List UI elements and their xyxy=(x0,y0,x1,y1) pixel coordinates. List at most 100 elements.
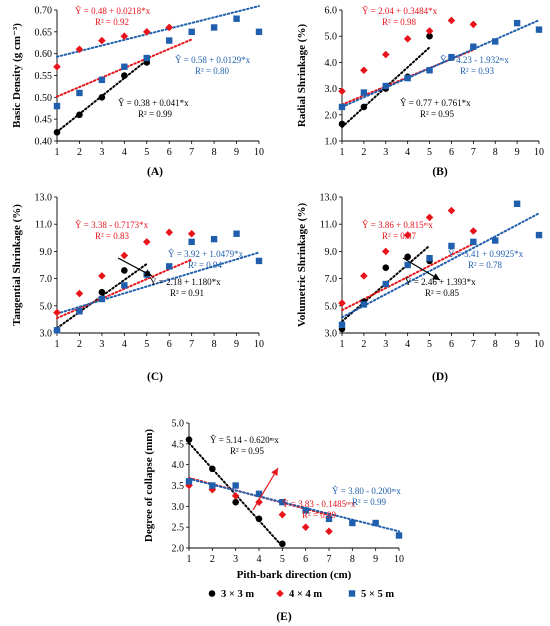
data-point-square xyxy=(188,238,195,246)
x-tick-label: 2 xyxy=(77,339,82,350)
y-tick-label: 2.0 xyxy=(325,110,338,121)
data-point-square xyxy=(325,515,333,523)
x-tick-label: 5 xyxy=(144,147,149,158)
x-tick-label: 10 xyxy=(534,339,544,350)
data-point-circle xyxy=(121,267,128,274)
data-point-square xyxy=(166,37,173,44)
x-tick-label: 6 xyxy=(449,339,454,350)
data-point-square xyxy=(188,28,195,36)
y-tick-label: 0.45 xyxy=(35,115,53,126)
y-tick-label: 11.0 xyxy=(35,220,52,231)
regression-equation: Ŷ = 0.48 + 0.0218*x xyxy=(75,6,151,16)
y-tick-label: 7.0 xyxy=(40,274,53,285)
x-tick-label: 8 xyxy=(212,147,217,158)
r-squared-label: R² = 0.98 xyxy=(382,17,417,27)
data-point-diamond xyxy=(403,35,412,43)
data-point-square xyxy=(382,82,389,90)
trend-line-s5x5 xyxy=(56,5,260,58)
series-s4x4 xyxy=(338,206,478,307)
data-point-diamond xyxy=(325,527,333,536)
data-point-diamond xyxy=(98,36,106,45)
data-point-square xyxy=(210,24,218,31)
x-tick-label: 7 xyxy=(189,147,194,158)
annotation-arrow xyxy=(252,467,279,511)
r-squared-label: R² = 0.93 xyxy=(460,66,495,76)
y-tick-label: 9.0 xyxy=(325,247,338,258)
x-tick-label: 3 xyxy=(99,339,104,350)
regression-equation: Ŷ = 3.92 + 1.0479*x xyxy=(168,249,244,259)
legend-label: 5 × 5 m xyxy=(361,589,394,600)
r-squared-label: R² = 0.83 xyxy=(95,231,130,241)
trend-line-s5x5 xyxy=(341,19,540,108)
series-s5x5 xyxy=(185,478,403,539)
data-point-diamond xyxy=(276,589,284,598)
regression-equation: Ŷ = 3.83 - 0.1485ⁿˢx xyxy=(282,499,356,509)
data-point-square xyxy=(360,89,368,96)
x-tick-label: 7 xyxy=(471,147,476,158)
data-point-square xyxy=(209,482,216,489)
chart-panel-1: 0.40 0.45 0.50 0.55 0.60 0.65 0.70 1 2 3 4 5 6 7 8 9 10 B… xyxy=(11,5,264,178)
x-tick-label: 4 xyxy=(257,554,262,565)
data-point-diamond xyxy=(120,32,129,40)
data-point-square xyxy=(302,507,309,514)
r-squared-label: R² = 0.95 xyxy=(420,109,455,119)
data-point-diamond xyxy=(301,523,310,531)
data-point-square xyxy=(492,237,499,244)
x-tick-label: 5 xyxy=(427,339,432,350)
data-point-circle xyxy=(232,498,239,506)
data-point-square xyxy=(513,200,521,207)
x-tick-label: 6 xyxy=(303,554,308,565)
chart-panel-2: 1.0 2.0 3.0 4.0 5.0 6.0 1 2 3 4 5 6 7 8 9 10 Radial Shri… xyxy=(296,6,544,179)
chart-panel-4: 3.0 5.0 7.0 9.0 11.0 13.0 1 2 3 4 5 6 7 8 9 10 Volumetri… xyxy=(296,193,544,384)
r-squared-label: R² = 0.99 xyxy=(352,497,387,507)
r-squared-label: R² = 0.78 xyxy=(468,260,503,270)
series-s3x3 xyxy=(338,253,433,333)
data-point-square xyxy=(185,478,193,485)
data-point-diamond xyxy=(469,20,478,29)
y-tick-label: 4.0 xyxy=(172,460,185,471)
data-point-square xyxy=(426,255,433,262)
data-point-square xyxy=(448,242,455,250)
panel-label: (B) xyxy=(432,166,448,178)
x-tick-label: 4 xyxy=(405,339,410,350)
y-tick-label: 2.0 xyxy=(172,544,185,555)
data-point-circle xyxy=(76,111,83,119)
data-point-square xyxy=(210,235,218,243)
data-point-circle xyxy=(338,120,346,128)
x-tick-label: 3 xyxy=(383,147,388,158)
y-tick-label: 0.50 xyxy=(35,93,53,104)
data-point-square xyxy=(492,38,499,45)
y-tick-label: 3.5 xyxy=(172,481,185,492)
x-tick-label: 3 xyxy=(99,147,104,158)
data-point-diamond xyxy=(360,272,368,280)
data-point-square xyxy=(98,295,106,303)
data-point-diamond xyxy=(338,87,346,96)
chart-panel-5: 2.0 2.5 3.0 3.5 4.0 4.5 5.0 1 2 3 4 5 6 7 8 9 10 Degree o… xyxy=(143,419,404,624)
data-point-diamond xyxy=(381,247,390,256)
y-axis-title: Volumetric Shrinkage (%) xyxy=(296,203,308,328)
data-point-square xyxy=(233,15,240,22)
r-squared-label: R² = 0.99 xyxy=(302,510,337,520)
y-tick-label: 3.0 xyxy=(325,84,338,95)
data-point-circle xyxy=(209,465,216,473)
data-point-diamond xyxy=(231,492,240,500)
data-point-circle xyxy=(360,103,368,111)
series-s5x5 xyxy=(53,15,263,110)
data-point-diamond xyxy=(142,28,151,36)
data-point-square xyxy=(404,74,411,82)
x-tick-label: 8 xyxy=(493,147,498,158)
y-tick-label: 4.0 xyxy=(325,58,338,69)
data-point-diamond xyxy=(165,23,174,32)
y-tick-label: 0.60 xyxy=(35,49,53,60)
data-point-diamond xyxy=(338,299,346,307)
data-point-diamond xyxy=(187,229,196,238)
y-tick-label: 7.0 xyxy=(325,274,338,285)
chart-panel-3: 3.0 5.0 7.0 9.0 11.0 13.0 1 2 3 4 5 6 7 8 9 10 Tangentia… xyxy=(11,193,264,384)
x-tick-label: 9 xyxy=(234,147,239,158)
x-tick-label: 2 xyxy=(361,339,366,350)
x-tick-label: 4 xyxy=(122,147,127,158)
regression-equation: Ŷ = 5.41 + 0.9925*x xyxy=(448,249,524,259)
x-tick-label: 1 xyxy=(55,339,60,350)
data-point-circle xyxy=(382,264,390,272)
